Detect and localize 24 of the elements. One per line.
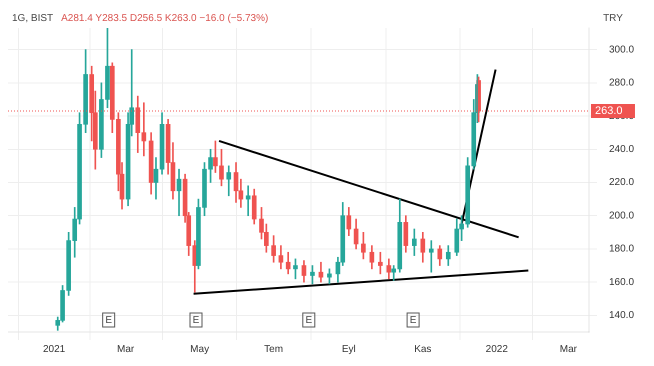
- x-tick-label: Mar: [560, 344, 578, 355]
- x-tick-label: Tem: [264, 344, 284, 355]
- text: A281.4 Y283.5 D256.5 K263.0 −16.0 (−5.73%): [61, 12, 268, 24]
- x-tick-label: Kas: [414, 344, 432, 355]
- y-tick-label: 280.0: [608, 78, 634, 89]
- y-tick-label: 220.0: [608, 177, 634, 188]
- y-tick-label: 200.0: [608, 210, 634, 222]
- chart-title: 1G, BIST: [12, 12, 54, 24]
- x-tick-label: 2022: [486, 344, 508, 355]
- x-tick-label: Eyl: [342, 344, 356, 355]
- annotation: E: [410, 314, 417, 326]
- y-tick-label: 140.0: [608, 310, 634, 322]
- x-tick-label: 2021: [42, 344, 66, 355]
- text: TRY: [603, 12, 624, 24]
- y-tick-label: 160.0: [608, 276, 634, 288]
- x-tick-label: May: [190, 344, 210, 355]
- x-tick-label: Mar: [117, 344, 135, 355]
- ref-line-label: 263.0: [594, 105, 623, 118]
- y-tick-label: 180.0: [608, 244, 634, 255]
- y-tick-label: 240.0: [608, 144, 634, 156]
- annotation: E: [305, 314, 312, 326]
- y-tick-label: 300.0: [608, 44, 634, 56]
- annotation: E: [192, 314, 200, 326]
- annotation: E: [105, 314, 112, 326]
